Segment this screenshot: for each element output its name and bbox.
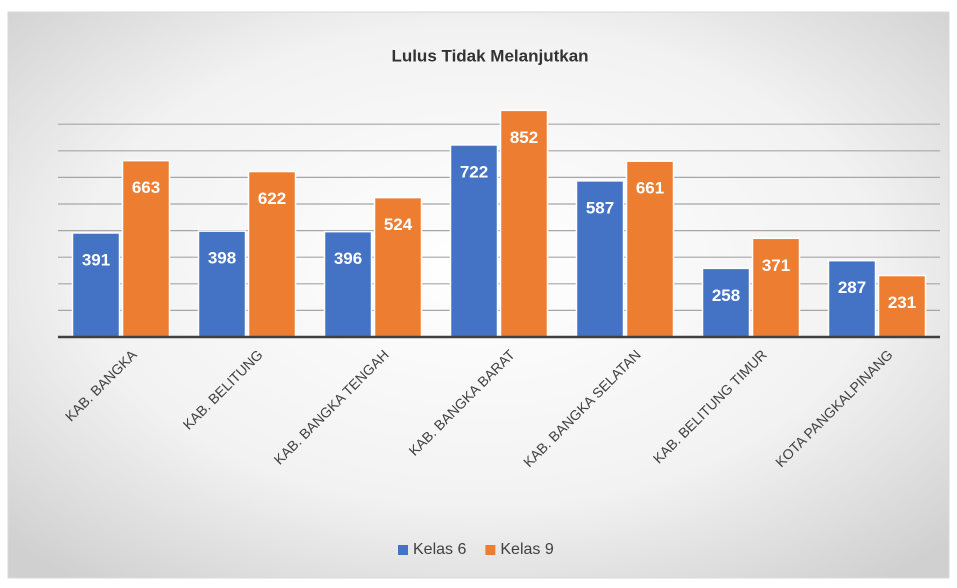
data-label: 661 xyxy=(636,179,664,198)
bar xyxy=(323,230,373,338)
bar xyxy=(877,274,927,338)
data-label: 622 xyxy=(258,189,286,208)
chart-title: Lulus Tidak Melanjutkan xyxy=(391,46,588,65)
data-label: 391 xyxy=(82,250,110,269)
bar xyxy=(373,196,423,338)
data-label: 663 xyxy=(132,178,160,197)
legend-label: Kelas 9 xyxy=(500,541,553,558)
bar xyxy=(499,109,549,338)
data-label: 396 xyxy=(334,249,362,268)
bar xyxy=(701,267,751,338)
bar xyxy=(449,144,499,338)
bar xyxy=(827,259,877,338)
bar xyxy=(71,232,121,338)
data-label: 722 xyxy=(460,162,488,181)
bar xyxy=(751,237,801,338)
legend-label: Kelas 6 xyxy=(413,541,466,558)
data-label: 287 xyxy=(838,278,866,297)
data-label: 524 xyxy=(384,215,413,234)
legend-swatch xyxy=(398,545,408,555)
data-label: 587 xyxy=(586,198,614,217)
bar xyxy=(625,160,675,338)
legend-swatch xyxy=(485,545,496,555)
bar xyxy=(197,230,247,338)
data-label: 852 xyxy=(510,128,538,147)
data-label: 258 xyxy=(712,286,740,305)
data-label: 231 xyxy=(888,293,916,312)
data-label: 398 xyxy=(208,249,236,268)
data-label: 371 xyxy=(762,256,790,275)
